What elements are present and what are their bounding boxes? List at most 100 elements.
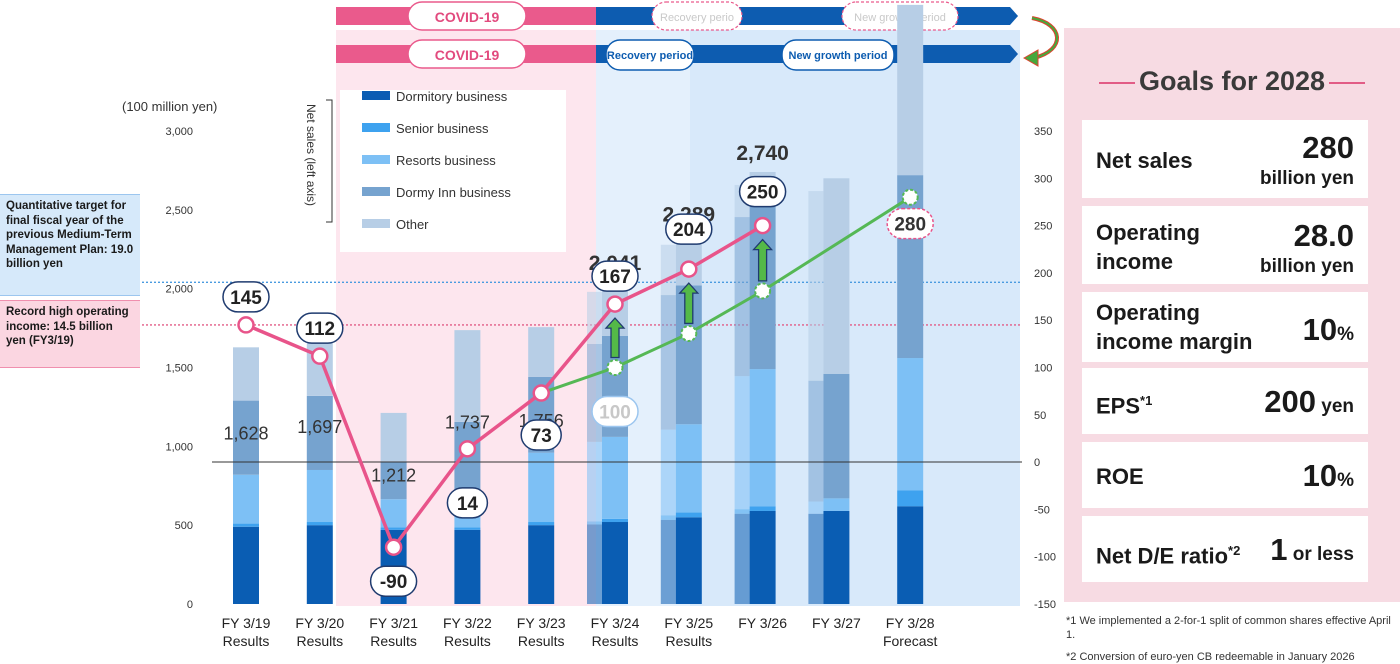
goal-eps: EPS*1 200 yen <box>1082 368 1368 434</box>
bar-segment-other <box>897 4 924 176</box>
footnote-1: *1 We implemented a 2-for-1 split of com… <box>1066 615 1391 641</box>
bar-segment-dormitory <box>454 529 481 604</box>
timeline-update-arrow-icon <box>1006 9 1059 67</box>
bar-segment-dormitory <box>233 526 259 604</box>
x-axis-labels: FY 3/19 Results FY 3/20 Results FY 3/21 Resul… <box>222 615 938 649</box>
goal-value: 10% <box>1303 458 1354 494</box>
bar-segment-resorts-plan <box>734 376 750 510</box>
right-axis: -150 -100 -50 0 50 100 150 200 250 300 350 <box>1034 126 1056 611</box>
bar-segment-senior <box>454 527 481 530</box>
operating-income-label: 14 <box>457 494 479 515</box>
x-axis-sublabel: Results <box>296 633 343 649</box>
right-axis-tick: 250 <box>1034 221 1052 233</box>
operating-income-label-bubble <box>446 487 489 519</box>
operating-income-label: 204 <box>673 220 705 241</box>
timeline-covid-label-2: COVID-19 <box>435 47 500 63</box>
goal-label: Operating income margin <box>1096 300 1253 354</box>
goal-label: Net D/E ratio*2 <box>1096 543 1241 569</box>
goal-value: 10% <box>1303 312 1354 348</box>
bar-segment-dormy-inn <box>306 395 333 470</box>
left-axis-tick: 2,500 <box>165 205 193 217</box>
chart-area: COVID-19 Recovery perio New growth perio… <box>122 1 1059 649</box>
bar-segment-dormy-inn <box>823 373 850 499</box>
plan-value-label: 100 <box>599 403 631 424</box>
timeline-recovery-label-1: Recovery perio <box>660 12 734 24</box>
x-axis-sublabel: Results <box>518 633 565 649</box>
bar-segment-dormy-inn-plan <box>587 344 602 442</box>
goal-net-de-ratio: Net D/E ratio*2 1 or less <box>1082 516 1368 582</box>
growth-arrows <box>604 238 774 359</box>
bar-segment-dormy-inn-plan <box>808 380 824 502</box>
legend-swatch <box>362 187 390 196</box>
goal-operating-income: Operating income 28.0 billion yen <box>1082 206 1368 284</box>
bar-segment-dormitory-plan <box>660 519 676 604</box>
operating-income-label-bubble <box>665 213 713 245</box>
x-axis-sublabel: Results <box>592 633 639 649</box>
goal-value-number: 1 <box>1270 532 1288 567</box>
legend-label: Senior business <box>396 121 489 136</box>
operating-income-line <box>245 224 764 551</box>
right-axis-tick: -150 <box>1034 599 1056 611</box>
goal-unit: billion yen <box>1260 168 1354 189</box>
operating-income-label: 73 <box>531 426 552 447</box>
goal-unit: % <box>1337 470 1354 491</box>
x-axis-label: FY 3/23 <box>517 615 566 631</box>
operating-income-label-bubble <box>296 312 344 344</box>
y-axis-unit-label: (100 million yen) <box>122 99 217 114</box>
timeline-row-1: COVID-19 Recovery perio New growth perio… <box>336 1 1018 31</box>
net-sales-label: 1,628 <box>223 424 268 444</box>
operating-income-label: 112 <box>304 319 335 340</box>
goal-unit: % <box>1337 324 1354 345</box>
bar-segment-resorts <box>749 369 776 507</box>
right-axis-tick: 0 <box>1034 457 1040 469</box>
net-sales-label: 1,212 <box>371 466 416 486</box>
legend-axis-label: Net sales (left axis) <box>304 104 318 206</box>
x-axis-label: FY 3/25 <box>664 615 713 631</box>
operating-income-marker <box>753 216 772 235</box>
bar-segment-dormy-inn-plan <box>734 217 750 377</box>
bar-segment-resorts <box>306 469 333 523</box>
operating-income-label-bubble <box>222 281 270 313</box>
bar-segment-senior-plan <box>587 521 602 525</box>
operating-income-label: 145 <box>230 288 262 309</box>
goal-unit: yen <box>1315 396 1354 417</box>
bar-segment-dormitory <box>528 525 555 604</box>
x-axis-label: FY 3/22 <box>443 615 492 631</box>
operating-income-label: 167 <box>599 267 631 288</box>
goal-net-sales: Net sales 280 billion yen <box>1082 120 1368 198</box>
legend-label: Other <box>396 217 429 232</box>
bar-segment-resorts-plan <box>660 429 676 516</box>
operating-income-marker <box>458 440 477 458</box>
left-axis-tick: 500 <box>175 520 193 532</box>
bar-segment-dormitory-plan <box>808 513 824 604</box>
operating-income-label-bubble <box>738 175 787 208</box>
goal-label: Operating income <box>1096 220 1200 274</box>
bar-segment-other <box>823 178 850 374</box>
goal-label: EPS*1 <box>1096 393 1153 419</box>
left-axis: 0 500 1,000 1,500 2,000 2,500 3,000 <box>165 126 193 611</box>
right-axis-tick: 50 <box>1034 410 1046 422</box>
right-axis-tick: 100 <box>1034 363 1052 375</box>
bar-segment-dormy-inn <box>380 461 407 500</box>
quantitative-target-note: Quantitative target for final fiscal yea… <box>0 194 140 296</box>
bar-segment-other <box>233 347 259 401</box>
right-axis-tick: -100 <box>1034 552 1056 564</box>
bar-segment-resorts <box>897 358 924 491</box>
goal-label: Net sales <box>1096 148 1193 173</box>
plan-marker <box>606 359 624 376</box>
x-axis-label: FY 3/20 <box>295 615 344 631</box>
operating-income-marker <box>606 295 624 313</box>
right-axis-tick: 150 <box>1034 315 1052 327</box>
plan-value-label-bubble <box>591 395 639 428</box>
goal-value: 28.0 <box>1293 218 1354 253</box>
bar-segment-dormitory-plan <box>734 513 750 604</box>
legend-swatch <box>362 91 390 100</box>
bar-segment-senior <box>380 527 407 530</box>
bar-segment-resorts <box>602 436 628 519</box>
operating-income-label-bubble <box>886 207 934 240</box>
left-axis-tick: 1,500 <box>165 363 193 375</box>
operating-income-label: -90 <box>380 572 407 593</box>
bar-segment-dormitory <box>675 517 702 604</box>
bar-segment-senior <box>602 518 628 523</box>
reference-lines <box>142 281 1022 326</box>
